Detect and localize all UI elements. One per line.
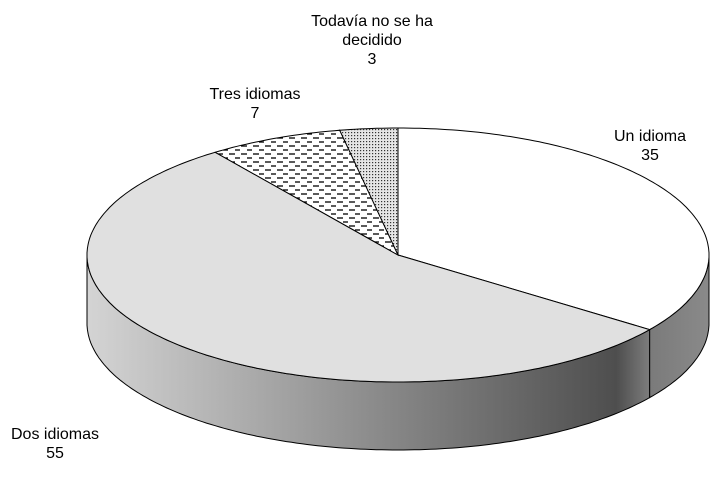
data-label: Dos idiomas 55	[0, 425, 130, 463]
label-name: Tres idiomas	[209, 86, 301, 103]
label-name: Un idioma	[613, 128, 687, 145]
pie-slice	[397, 127, 710, 331]
data-label: Un idioma 35	[575, 127, 723, 165]
label-name: Todavía no se ha decidido	[311, 13, 433, 49]
pie-slice	[338, 127, 399, 256]
label-value: 35	[641, 147, 659, 164]
data-label: Tres idiomas 7	[180, 85, 330, 123]
label-value: 55	[46, 445, 64, 462]
pie-slice	[86, 151, 651, 383]
label-value: 7	[250, 105, 260, 122]
pie-slice	[213, 129, 400, 257]
label-name: Dos idiomas	[10, 426, 100, 443]
data-label: Todavía no se ha decidido 3	[302, 12, 442, 69]
label-value: 3	[367, 51, 377, 68]
